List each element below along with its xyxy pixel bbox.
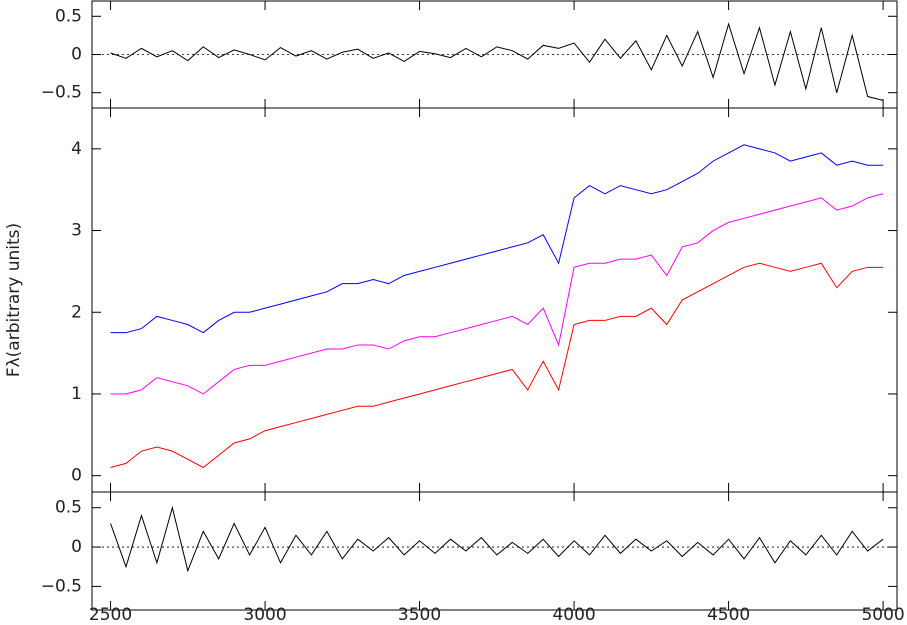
spectrum-line (110, 262, 884, 469)
spectrum-line (110, 193, 884, 395)
x-tick-label: 3000 (243, 605, 286, 625)
x-tick-label: 4500 (707, 605, 750, 625)
y-tick-label: 1 (71, 384, 82, 404)
y-tick-label: −0.5 (41, 576, 82, 596)
y-axis-label: Fλ(arbitrary units) (4, 223, 24, 377)
spectrum-line (110, 505, 884, 573)
y-tick-label: 3 (71, 221, 82, 241)
x-tick-label: 2500 (89, 605, 132, 625)
y-tick-label: 2 (71, 302, 82, 322)
x-tick-label: 3500 (398, 605, 441, 625)
y-tick-label: 0.5 (55, 498, 82, 518)
spectrum-line (110, 22, 884, 101)
y-tick-label: 4 (71, 139, 82, 159)
y-tick-label: 0 (71, 466, 82, 486)
panel-frame (91, 107, 898, 493)
y-tick-label: −0.5 (41, 83, 82, 103)
x-tick-label: 4000 (552, 605, 595, 625)
y-tick-label: 0 (71, 537, 82, 557)
x-tick-label: 5000 (861, 605, 904, 625)
y-tick-label: 0.5 (55, 6, 82, 26)
spectrum-line (110, 144, 884, 334)
panel-frame (91, 491, 898, 611)
y-tick-label: 0 (71, 45, 82, 65)
